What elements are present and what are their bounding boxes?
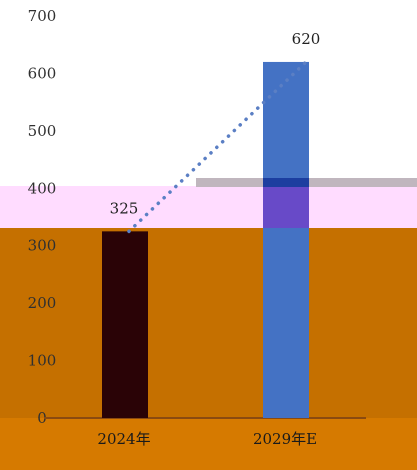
bar-0 xyxy=(102,231,148,418)
x-category-label: 2024年 xyxy=(97,430,150,448)
y-tick-label: 0 xyxy=(37,409,47,427)
data-label-0: 325 xyxy=(110,199,139,217)
background-band-orange-upper xyxy=(0,228,417,238)
background-layer xyxy=(0,178,417,470)
data-label-1: 620 xyxy=(292,30,321,48)
x-axis: 2024年 2029年E xyxy=(97,430,317,448)
y-tick-label: 400 xyxy=(28,179,57,197)
y-axis: 0 100 200 300 400 500 600 700 xyxy=(28,7,366,427)
background-band-orange-lower xyxy=(0,418,417,470)
y-tick-label: 700 xyxy=(28,7,57,25)
trend-line xyxy=(127,60,308,234)
y-tick-label: 600 xyxy=(28,64,57,82)
bar-1-overlay xyxy=(263,186,309,228)
x-category-label: 2029年E xyxy=(253,430,317,448)
y-tick-label: 100 xyxy=(28,352,57,370)
data-labels: 325 620 xyxy=(110,30,321,217)
y-tick-label: 200 xyxy=(28,294,57,312)
trend-line-path xyxy=(127,60,308,234)
y-tick-label: 500 xyxy=(28,122,57,140)
y-tick-label: 300 xyxy=(28,237,57,255)
bar-1-overlay-top xyxy=(263,178,309,187)
bar-1 xyxy=(263,61,309,418)
bars xyxy=(102,61,309,418)
